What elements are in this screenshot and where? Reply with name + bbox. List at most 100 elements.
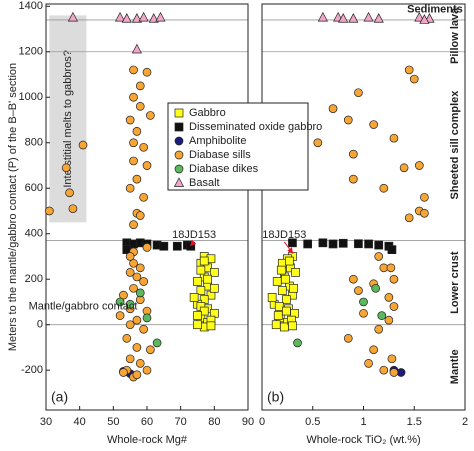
y-tick-label: 1200	[19, 46, 43, 58]
zone-label: Pillow lava	[449, 7, 461, 64]
marker	[119, 290, 128, 300]
marker	[142, 313, 152, 323]
annotation: 18JD153	[262, 229, 306, 241]
marker	[349, 149, 358, 159]
marker	[272, 277, 282, 286]
marker	[142, 67, 152, 77]
marker	[174, 150, 184, 160]
marker	[267, 293, 277, 302]
annotation: 18JD153	[172, 229, 216, 241]
marker	[364, 359, 373, 368]
marker	[132, 272, 142, 282]
marker	[276, 265, 286, 275]
x-tick-label: 80	[208, 416, 220, 428]
marker	[132, 343, 142, 352]
marker	[277, 286, 287, 295]
marker	[139, 324, 148, 334]
marker	[142, 365, 152, 375]
series	[288, 238, 397, 254]
marker	[142, 161, 152, 170]
x-tick-label: 2	[462, 416, 468, 428]
marker	[173, 177, 185, 187]
marker	[125, 299, 135, 309]
marker	[132, 315, 142, 325]
marker	[420, 208, 429, 218]
marker	[373, 13, 384, 23]
marker	[354, 88, 363, 98]
marker	[291, 268, 300, 277]
plot-frame	[261, 3, 466, 411]
marker	[285, 256, 294, 266]
marker	[374, 252, 384, 261]
x-axis-title: Whole-rock Mg#	[107, 434, 188, 446]
marker	[196, 286, 206, 295]
marker	[328, 104, 338, 113]
marker	[203, 274, 212, 284]
series	[45, 65, 155, 382]
marker	[349, 174, 358, 184]
marker	[129, 65, 138, 75]
marker	[387, 354, 397, 364]
panel-label: (a)	[51, 389, 68, 405]
marker	[174, 108, 184, 118]
marker	[377, 311, 387, 320]
marker	[384, 315, 394, 325]
marker	[174, 122, 184, 132]
legend-label: Amphibolite	[189, 135, 246, 147]
series	[189, 252, 219, 332]
y-tick-label: -200	[21, 364, 43, 376]
marker	[131, 43, 142, 54]
marker	[139, 277, 148, 286]
marker	[374, 240, 384, 250]
marker	[129, 138, 138, 148]
marker	[155, 11, 166, 22]
marker	[159, 241, 169, 251]
x-tick-label: 1.5	[407, 416, 422, 428]
marker	[389, 133, 399, 143]
legend-label: Diabase dikes	[189, 163, 259, 175]
shade-region	[49, 15, 87, 223]
marker	[125, 252, 135, 261]
marker	[273, 311, 283, 320]
marker	[271, 320, 281, 330]
x-tick-label: 90	[242, 416, 254, 428]
x-tick-label: 50	[107, 416, 119, 428]
marker	[386, 263, 396, 273]
shade-label: Interstitial melts to gabbros?	[62, 50, 74, 188]
marker	[45, 206, 54, 216]
legend: Gabbro Disseminated oxide gabbro Amphiboli…	[167, 102, 322, 191]
marker	[348, 13, 359, 23]
marker	[389, 274, 399, 284]
marker	[152, 338, 162, 348]
marker	[78, 140, 88, 150]
marker	[313, 138, 323, 148]
marker	[129, 283, 138, 293]
marker	[129, 156, 138, 166]
marker	[119, 368, 128, 377]
marker	[359, 297, 368, 307]
series	[115, 288, 162, 348]
marker	[209, 268, 219, 277]
zone-label: Sediments	[407, 4, 463, 16]
marker	[125, 354, 135, 364]
marker	[65, 188, 74, 198]
marker	[135, 288, 145, 298]
annotation-arrow	[190, 239, 197, 247]
marker	[196, 265, 206, 275]
marker	[354, 239, 363, 249]
marker	[174, 164, 184, 174]
marker	[318, 238, 328, 248]
marker	[399, 163, 409, 173]
y-axis-title: Meters to the mantle/gabbro contact (P) …	[7, 63, 19, 351]
series	[317, 11, 435, 24]
marker	[409, 74, 419, 84]
marker	[189, 293, 199, 302]
y-tick-label: 1400	[19, 0, 43, 12]
marker	[174, 136, 184, 146]
legend-label: Basalt	[189, 177, 220, 189]
marker	[135, 81, 145, 91]
y-tick-label: 400	[25, 228, 43, 240]
marker	[129, 220, 138, 229]
marker	[135, 263, 145, 273]
x-tick-label: 70	[175, 416, 187, 428]
